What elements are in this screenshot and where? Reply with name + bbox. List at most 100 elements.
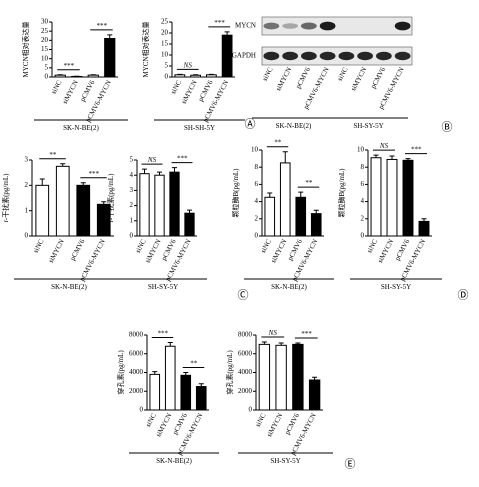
significance-label: *** (177, 155, 188, 163)
group-label: SK-N-BE(2) (276, 122, 312, 130)
x-tick-label: siMYCN (47, 238, 66, 264)
y-tick-label: 4 (130, 171, 134, 179)
bar (293, 344, 303, 410)
blot-band (320, 52, 336, 61)
error-bar (107, 35, 112, 39)
significance-label: ** (274, 139, 282, 147)
blot-band (264, 23, 280, 30)
x-tick-label: siNC (254, 412, 268, 429)
y-tick-label: 5 (130, 156, 134, 164)
bar (150, 374, 160, 410)
bar (419, 221, 429, 236)
group-label: SH-SY-5Y (381, 283, 411, 291)
y-tick-label: 15 (161, 40, 169, 48)
y-tick-label: 2 (255, 214, 259, 222)
significance-label: NS (268, 329, 278, 337)
significance-label: *** (63, 62, 74, 70)
bar (140, 174, 149, 236)
bar (309, 380, 319, 410)
x-tick-label: siMYCN (61, 79, 80, 105)
y-tick-label: 4000 (238, 368, 253, 376)
y-tick-label: 5 (165, 62, 169, 70)
group-label: SK-N-BE(2) (271, 283, 307, 291)
blot-band (320, 22, 336, 31)
x-tick-label: siMYCN (349, 66, 368, 92)
significance-label: *** (157, 330, 168, 338)
x-tick-label: pCMV6 (369, 66, 387, 90)
blot-band (395, 22, 411, 31)
group-label: SH-SH-5Y (184, 124, 215, 132)
y-tick-label: 2000 (238, 387, 253, 395)
group-label: SH-SY-5Y (270, 457, 300, 465)
x-tick-label: pCMV6 (294, 66, 312, 90)
bar (175, 75, 185, 77)
bar (170, 172, 179, 236)
significance-label: *** (301, 330, 312, 338)
y-tick-label: 6000 (238, 349, 253, 357)
x-tick-label: siNC (50, 79, 64, 96)
y-tick-label: 0 (140, 406, 144, 414)
y-tick-label: 4 (255, 197, 259, 205)
blot-band (357, 52, 373, 61)
y-tick-label: 4 (361, 197, 365, 205)
y-tick-label: 10 (161, 51, 169, 59)
blot-band (301, 23, 317, 30)
x-tick-label: siNC (261, 66, 275, 83)
bar (88, 75, 98, 77)
x-tick-label: siNC (336, 66, 350, 83)
blot-band (301, 52, 317, 61)
x-tick-label: siMYCN (265, 412, 284, 438)
row-label: MYCN (235, 22, 256, 30)
y-axis-label: 穿孔素(pg/mL) (116, 350, 125, 395)
bar (371, 158, 381, 236)
y-axis-label: 颗粒酶B(pg/mL) (231, 168, 240, 218)
x-tick-label: siNC (365, 238, 379, 255)
y-tick-label: 0 (249, 406, 253, 414)
bar (259, 344, 269, 410)
error-bar (40, 179, 45, 185)
y-tick-label: 8000 (129, 331, 144, 339)
error-bar (390, 156, 395, 159)
blot-band (395, 52, 411, 61)
significance-label: *** (88, 170, 99, 178)
row-label: GAPDH (232, 52, 256, 60)
bar (222, 35, 232, 77)
y-axis-label: 穿孔素(pg/mL) (225, 350, 234, 395)
y-tick-label: 8000 (238, 331, 253, 339)
error-bar (142, 169, 147, 174)
y-axis-label: 颗粒酶B(pg/mL) (337, 168, 346, 218)
bar (296, 197, 306, 236)
blot-band (282, 52, 298, 61)
y-tick-label: 8 (255, 163, 259, 171)
x-tick-label: siNC (259, 238, 273, 255)
y-tick-label: 20 (41, 36, 49, 44)
y-tick-label: 10 (41, 54, 49, 62)
y-tick-label: 4000 (129, 368, 144, 376)
y-tick-label: 8 (361, 163, 365, 171)
y-tick-label: 0 (361, 232, 365, 240)
y-tick-label: 25 (41, 27, 49, 35)
blot-band (264, 52, 280, 61)
y-tick-label: 1 (130, 216, 134, 224)
bar (403, 160, 413, 236)
bar (105, 39, 115, 78)
y-tick-label: 25 (161, 18, 169, 26)
y-tick-label: 6 (255, 180, 259, 188)
bar (311, 214, 321, 236)
y-axis-label: r-干扰素(pg/mL) (106, 173, 115, 223)
error-bar (267, 193, 272, 197)
x-tick-label: siNC (144, 412, 158, 429)
blot-band (376, 52, 392, 61)
bar (276, 345, 286, 410)
significance-label: ** (305, 179, 313, 187)
group-label: SK-N-BE(2) (63, 124, 99, 132)
blot-band (282, 23, 298, 29)
y-tick-label: 5 (45, 63, 49, 71)
bar (206, 75, 216, 77)
significance-label: NS (147, 156, 157, 164)
y-axis-label: MYCN相对表达量 (141, 21, 150, 77)
significance-label: *** (96, 22, 107, 30)
bar (196, 387, 206, 410)
panel-label: Ⓐ (245, 118, 256, 131)
group-label: SK-N-BE(2) (51, 283, 87, 291)
